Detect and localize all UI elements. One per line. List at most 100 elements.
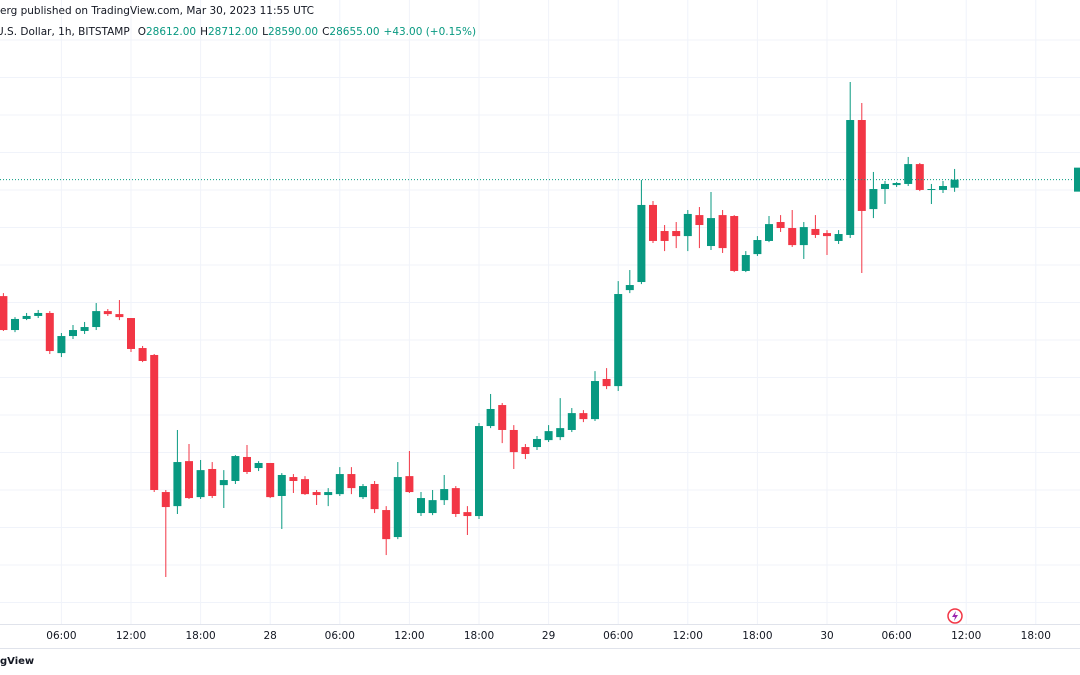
- candle-body: [312, 492, 321, 496]
- logo: gView: [0, 656, 34, 667]
- candle-body: [799, 227, 808, 246]
- candle-body: [660, 231, 669, 241]
- candle-body: [405, 476, 414, 493]
- candle-body: [69, 330, 77, 337]
- candle-body: [266, 462, 275, 498]
- candle-body: [695, 215, 704, 226]
- candle-body: [243, 456, 251, 472]
- x-tick-label: 18:00: [464, 630, 494, 642]
- candle-body: [707, 218, 715, 247]
- candle-body: [950, 179, 959, 188]
- candle-body: [486, 408, 495, 427]
- candle-body: [927, 189, 936, 191]
- candle-body: [544, 431, 553, 441]
- candle-body: [904, 164, 913, 184]
- candle-body: [428, 500, 437, 514]
- candle-body: [509, 429, 518, 453]
- x-tick-label: 06:00: [46, 630, 76, 642]
- candle-body: [939, 186, 947, 190]
- candle-body: [347, 474, 356, 489]
- candle-body: [57, 336, 66, 354]
- candle-body: [359, 486, 367, 498]
- candle-body: [614, 294, 623, 387]
- candle-body: [857, 120, 866, 211]
- candle-body: [788, 228, 797, 246]
- candle-body: [498, 405, 507, 430]
- candle-body: [683, 213, 692, 237]
- change: +43.00 (+0.15%): [384, 26, 477, 38]
- candle-body: [45, 312, 54, 352]
- candle-body: [219, 480, 228, 486]
- candle-body: [11, 318, 19, 331]
- candle-body: [22, 315, 31, 319]
- candle-body: [161, 492, 170, 508]
- candle-body: [753, 240, 762, 255]
- candle-body: [463, 512, 472, 517]
- candle-body: [649, 204, 657, 241]
- candle-body: [869, 189, 878, 210]
- candle-body: [440, 489, 449, 501]
- candle-body: [289, 477, 298, 481]
- candle-body: [602, 378, 611, 387]
- candle-body: [637, 204, 646, 283]
- candle-body: [335, 474, 344, 495]
- candle-body: [370, 483, 379, 510]
- candle-body: [196, 470, 205, 498]
- candle-body: [823, 233, 831, 237]
- x-tick-label: 06:00: [881, 630, 911, 642]
- candle-body: [127, 318, 135, 349]
- candle-body: [417, 498, 425, 514]
- x-axis: 06:00 12:00 18:00 28 06:00 12:00 18:00 29 06:00 1…: [46, 630, 1051, 642]
- candle-body: [0, 296, 8, 331]
- candle-body: [254, 462, 263, 469]
- candle-body: [92, 311, 101, 328]
- symbol-title: U.S. Dollar, 1h, BITSTAMP: [0, 26, 130, 38]
- candle-body: [34, 312, 43, 316]
- candle-body: [672, 231, 681, 237]
- candle-body: [324, 492, 333, 496]
- candle-body: [185, 461, 193, 499]
- x-tick-label: 12:00: [394, 630, 424, 642]
- ohlc-value: 28590.00: [268, 26, 318, 38]
- ohlc-key: H: [200, 26, 208, 38]
- candle-body: [103, 311, 112, 315]
- candle-body: [881, 183, 889, 190]
- candle-body: [475, 426, 483, 517]
- candle-body: [277, 474, 286, 496]
- candle-body: [451, 488, 460, 514]
- candle-body: [138, 348, 147, 361]
- x-tick-label: 18:00: [742, 630, 772, 642]
- ohlc-value: 28712.00: [208, 26, 258, 38]
- ohlc-value: 28655.00: [329, 26, 379, 38]
- candle-body: [556, 428, 565, 438]
- candle-body: [115, 314, 124, 318]
- x-tick-label: 18:00: [185, 630, 215, 642]
- x-tick-label: 29: [542, 630, 555, 642]
- candle-body: [741, 255, 750, 271]
- ohlc-value: 28612.00: [146, 26, 196, 38]
- candle-body: [80, 327, 89, 331]
- candle-body: [730, 216, 739, 271]
- candle-body: [231, 456, 240, 481]
- candle-body: [625, 285, 634, 291]
- candle-body: [776, 222, 785, 229]
- last-price-tag: [1074, 167, 1080, 192]
- ohlc-key: O: [138, 26, 146, 38]
- ohlc-key: L: [262, 26, 268, 38]
- candle-body: [915, 164, 924, 190]
- x-tick-label: 18:00: [1021, 630, 1051, 642]
- candle-body: [834, 234, 843, 241]
- candle-body: [521, 447, 530, 454]
- logo-text: gView: [0, 656, 34, 667]
- x-tick-label: 30: [820, 630, 833, 642]
- x-tick-label: 28: [264, 630, 277, 642]
- candle-body: [301, 479, 309, 495]
- candle-body: [533, 438, 541, 448]
- candle-body: [382, 510, 391, 540]
- candle-body: [208, 468, 217, 496]
- candle-body: [811, 228, 820, 235]
- candle-body: [579, 413, 588, 420]
- x-tick-label: 06:00: [603, 630, 633, 642]
